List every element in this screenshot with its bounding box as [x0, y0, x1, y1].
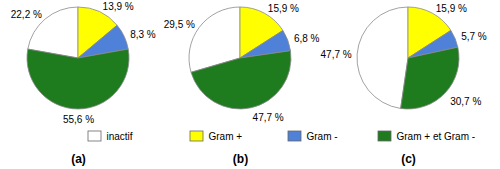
- svg-text:(c): (c): [401, 152, 416, 166]
- svg-text:Gram -: Gram -: [307, 131, 338, 142]
- svg-text:inactif: inactif: [107, 131, 133, 142]
- svg-text:15,9 %: 15,9 %: [436, 3, 467, 14]
- svg-text:47,7 %: 47,7 %: [321, 49, 352, 60]
- svg-text:15,9 %: 15,9 %: [268, 3, 299, 14]
- svg-text:Gram + et Gram -: Gram + et Gram -: [397, 131, 476, 142]
- svg-text:6,8 %: 6,8 %: [294, 33, 320, 44]
- svg-text:(a): (a): [71, 152, 86, 166]
- svg-text:Gram +: Gram +: [209, 131, 243, 142]
- svg-text:22,2 %: 22,2 %: [11, 9, 42, 20]
- svg-text:29,5 %: 29,5 %: [164, 19, 195, 30]
- svg-text:(b): (b): [233, 152, 248, 166]
- svg-text:30,7 %: 30,7 %: [450, 96, 481, 107]
- svg-text:8,3 %: 8,3 %: [130, 29, 156, 40]
- svg-text:13,9 %: 13,9 %: [103, 1, 134, 12]
- svg-text:55,6 %: 55,6 %: [63, 114, 94, 125]
- svg-text:47,7 %: 47,7 %: [253, 112, 284, 123]
- svg-text:5,7 %: 5,7 %: [461, 31, 487, 42]
